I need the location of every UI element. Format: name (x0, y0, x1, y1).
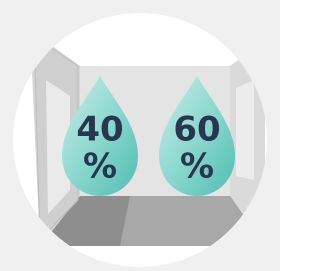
illustration: 40 % 60 % (0, 0, 280, 271)
window (236, 80, 254, 180)
drop-value: 60 (173, 110, 220, 150)
drop-value: 40 (76, 110, 123, 150)
drop-unit: % (83, 147, 117, 187)
drop-unit: % (180, 147, 214, 187)
